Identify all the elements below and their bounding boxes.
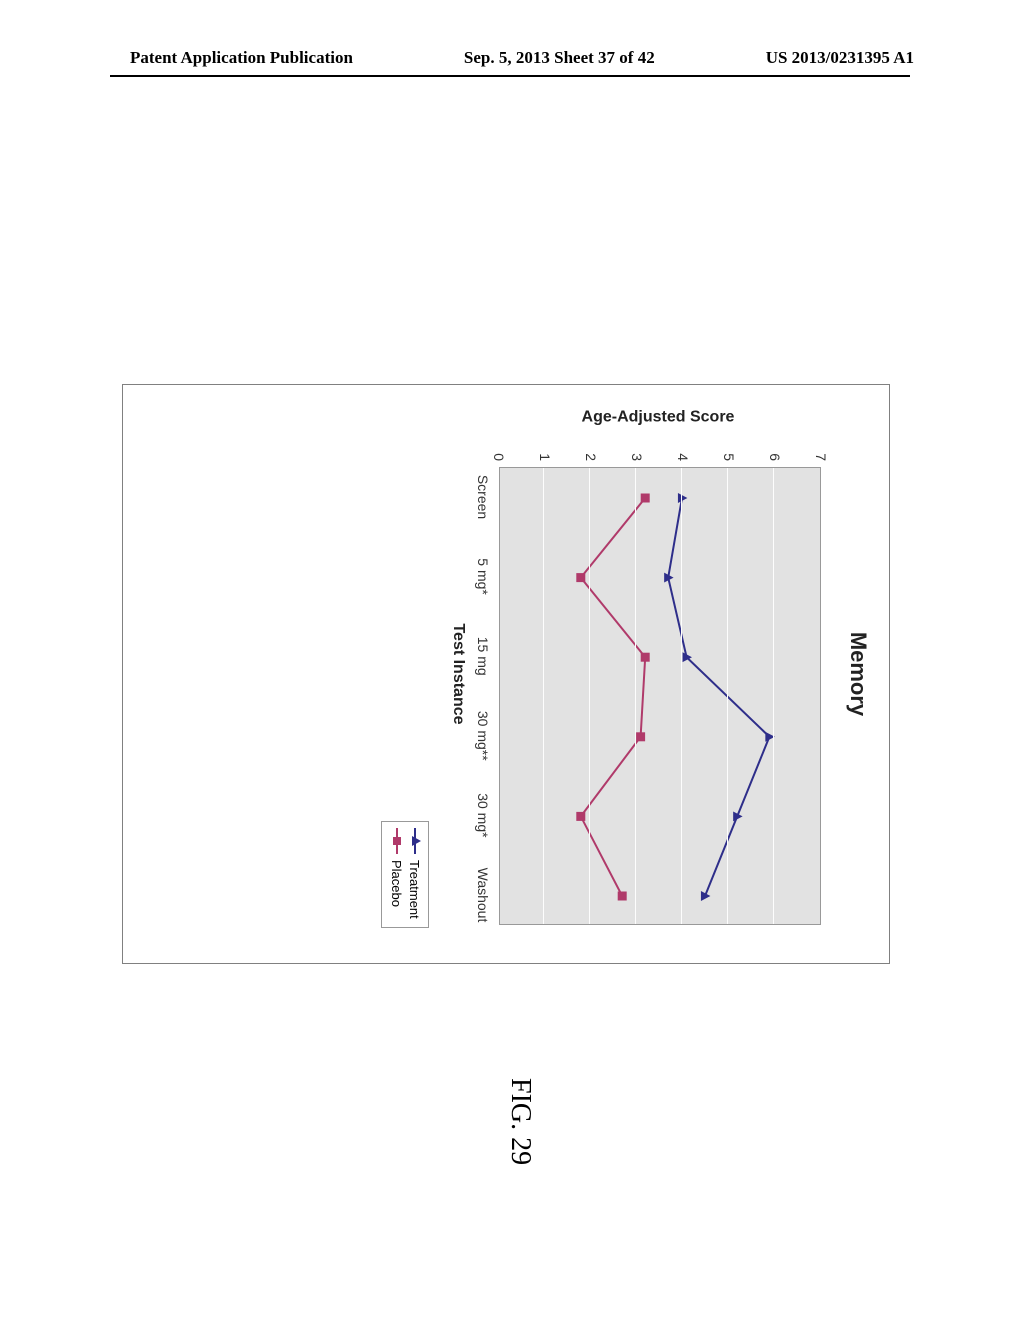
figure-caption: FIG. 29 xyxy=(504,1078,536,1165)
y-tick-label: 0 xyxy=(491,441,507,461)
header-left: Patent Application Publication xyxy=(130,48,353,68)
chart-plot-area xyxy=(499,467,821,925)
y-tick-label: 6 xyxy=(767,441,783,461)
y-tick-label: 4 xyxy=(675,441,691,461)
chart-gridline xyxy=(635,468,636,924)
y-tick-label: 7 xyxy=(813,441,829,461)
y-tick-label: 5 xyxy=(721,441,737,461)
x-tick-label: Screen xyxy=(475,475,491,519)
chart-legend: TreatmentPlacebo xyxy=(381,821,429,928)
series-marker-placebo xyxy=(641,653,650,662)
x-tick-label: 30 mg* xyxy=(475,793,491,837)
series-marker-placebo xyxy=(576,573,585,582)
chart-svg xyxy=(498,468,820,926)
legend-label: Treatment xyxy=(408,860,423,919)
header-center: Sep. 5, 2013 Sheet 37 of 42 xyxy=(464,48,655,68)
header-right: US 2013/0231395 A1 xyxy=(766,48,914,68)
series-marker-placebo xyxy=(618,892,627,901)
figure-panel: Memory Age-Adjusted Score Test Instance … xyxy=(122,384,890,964)
header-rule xyxy=(110,75,910,77)
x-axis-title: Test Instance xyxy=(449,385,467,963)
chart-title: Memory xyxy=(845,385,871,963)
series-marker-placebo xyxy=(576,812,585,821)
y-tick-label: 1 xyxy=(537,441,553,461)
chart-gridline xyxy=(727,468,728,924)
y-axis-title: Age-Adjusted Score xyxy=(582,408,735,426)
x-tick-label: 15 mg xyxy=(475,637,491,676)
chart-gridline xyxy=(773,468,774,924)
series-line-treatment xyxy=(668,498,769,896)
x-tick-label: 30 mg** xyxy=(475,711,491,761)
legend-label: Placebo xyxy=(390,860,405,907)
legend-item-treatment: Treatment xyxy=(406,828,424,919)
triangle-icon xyxy=(412,836,421,846)
legend-swatch xyxy=(390,828,404,854)
legend-item-placebo: Placebo xyxy=(388,828,406,919)
y-tick-label: 2 xyxy=(583,441,599,461)
chart-gridline xyxy=(681,468,682,924)
page-header: Patent Application Publication Sep. 5, 2… xyxy=(0,48,1024,68)
x-tick-label: Washout xyxy=(475,868,491,923)
series-marker-treatment xyxy=(678,493,687,503)
legend-swatch xyxy=(408,828,422,854)
chart-gridline xyxy=(543,468,544,924)
x-tick-label: 5 mg* xyxy=(475,558,491,595)
chart-gridline xyxy=(589,468,590,924)
series-marker-placebo xyxy=(641,494,650,503)
square-icon xyxy=(393,837,401,845)
y-tick-label: 3 xyxy=(629,441,645,461)
series-marker-placebo xyxy=(636,732,645,741)
